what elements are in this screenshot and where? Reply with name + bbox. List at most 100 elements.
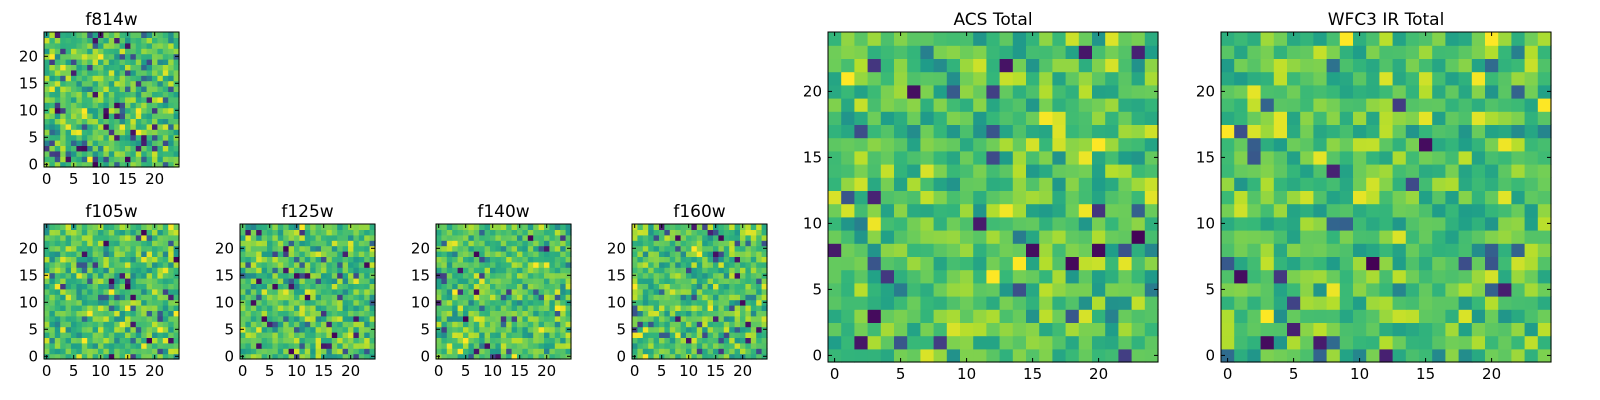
heatmap-cell [364,321,371,328]
heatmap-cell [267,261,273,268]
heatmap-cell [479,332,486,338]
heatmap-cell [267,256,273,263]
heatmap-cell [54,321,61,328]
heatmap-cell [76,59,83,65]
heatmap-cell [1092,243,1106,257]
heatmap-cell [473,326,480,333]
heatmap-cell [999,137,1014,152]
heatmap-cell [1221,111,1235,125]
heatmap-cell [1366,58,1380,73]
heatmap-cell [1260,216,1275,231]
heatmap-cell [506,261,513,268]
heatmap-cell [828,335,842,350]
heatmap-cell [533,299,540,306]
heatmap-cell [49,161,56,168]
heatmap-cell [310,337,317,344]
heatmap-cell [664,310,671,317]
heatmap-cell [723,272,730,279]
heatmap-cell [441,332,448,338]
heatmap-cell [1221,98,1235,112]
heatmap-cell [1458,124,1473,139]
heatmap-cell [358,326,365,333]
heatmap-cell [973,150,987,165]
heatmap-cell [867,243,882,257]
heatmap-cell [1485,164,1499,178]
heatmap-cell [130,332,137,338]
heatmap-cell [76,315,83,322]
heatmap-cell [675,310,682,317]
heatmap-cell [369,315,376,322]
heatmap-cell [1221,32,1235,46]
heatmap-cell [76,342,83,349]
heatmap-cell [696,245,703,252]
heatmap-cell [960,230,974,244]
heatmap-cell [544,294,550,301]
heatmap-cell [76,305,83,311]
heatmap-cell [686,267,692,274]
heatmap-cell [256,321,263,328]
heatmap-cell [538,267,545,274]
heatmap-cell [1326,190,1341,205]
heatmap-cell [1366,335,1380,350]
heatmap-cell [342,229,349,236]
heatmap-cell [76,256,83,263]
heatmap-cell [702,321,709,328]
heatmap-cell [1300,230,1314,244]
heatmap-cell [310,305,317,311]
heatmap-cell [522,315,529,322]
heatmap-cell [1144,137,1159,152]
heatmap-cell [723,353,730,360]
heatmap-cell [675,299,682,306]
heatmap-cell [1524,98,1539,112]
heatmap-cell [294,326,300,333]
heatmap-cell [256,234,263,241]
heatmap-cell [1287,216,1301,231]
heatmap-cell [1039,71,1053,86]
heatmap-cell [81,315,88,322]
heatmap-cell [146,69,153,76]
heatmap-cell [108,294,115,301]
heatmap-cell [1366,32,1380,46]
heatmap-cell [1221,348,1235,363]
heatmap-cell [1131,335,1146,350]
heatmap-cell [517,240,523,247]
heatmap-cell [723,267,730,274]
heatmap-cell [538,342,545,349]
heatmap-cell [436,251,442,257]
heatmap-cell [76,332,83,338]
heatmap-cell [71,283,77,290]
heatmap-cell [986,243,1001,257]
heatmap-cell [114,69,121,76]
heatmap-cell [642,256,649,263]
heatmap-cell [348,294,354,301]
heatmap-cell [669,245,676,252]
x-tick-label: 15 [1023,365,1042,383]
heatmap-cell [65,332,72,338]
heatmap-cell [560,283,567,290]
heatmap-cell [544,332,550,338]
heatmap-cell [907,137,921,152]
heatmap-cell [315,315,322,322]
heatmap-cell [337,299,344,306]
heatmap-cell [310,234,317,241]
heatmap-cell [358,261,365,268]
heatmap-cell [81,91,88,98]
heatmap-cell [1144,111,1159,125]
heatmap-cell [261,234,268,241]
heatmap-cell [637,337,644,344]
heatmap-cell [986,269,1001,284]
heatmap-cell [1234,124,1248,139]
heatmap-cell [1485,203,1499,218]
heatmap-cell [894,269,908,284]
heatmap-cell [141,261,148,268]
heatmap-cell [54,42,61,49]
heatmap-cell [130,80,137,87]
heatmap-cell [353,267,360,274]
heatmap-cell [1405,269,1420,284]
heatmap-cell [544,305,550,311]
heatmap-cell [81,234,88,241]
heatmap-cell [495,278,502,284]
heatmap-cell [723,332,730,338]
heatmap-cell [517,348,523,355]
heatmap-cell [1366,296,1380,310]
